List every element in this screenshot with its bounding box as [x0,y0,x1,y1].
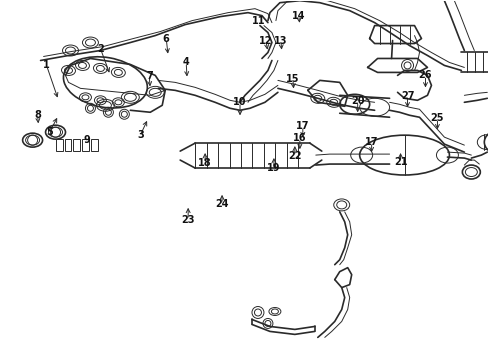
Text: 18: 18 [198,158,211,168]
Text: 17: 17 [295,121,309,131]
Text: 13: 13 [274,36,287,46]
Text: 21: 21 [393,157,407,167]
Text: 22: 22 [287,151,301,161]
Bar [73,139,81,151]
Text: 3: 3 [137,130,143,140]
Text: 5: 5 [46,127,53,137]
Text: 9: 9 [83,135,90,145]
Text: 1: 1 [43,60,50,71]
Bar [91,139,98,151]
Bar [56,139,62,151]
Bar [64,139,71,151]
Text: 19: 19 [266,163,280,173]
Text: 16: 16 [292,133,306,143]
Text: 24: 24 [215,199,228,209]
Text: 12: 12 [259,36,272,46]
Text: 11: 11 [252,15,265,26]
Text: 25: 25 [430,113,443,123]
Text: 20: 20 [350,96,364,106]
Text: 7: 7 [145,71,152,81]
Text: 10: 10 [233,97,246,107]
Text: 26: 26 [418,71,431,80]
Text: 14: 14 [291,11,305,21]
Text: 23: 23 [181,215,195,225]
Text: 15: 15 [285,75,299,84]
Text: 4: 4 [183,58,189,67]
Text: 27: 27 [400,91,413,101]
Text: 17: 17 [364,137,378,147]
Text: 8: 8 [34,110,41,120]
Text: 6: 6 [163,33,169,44]
Bar [82,139,89,151]
Text: 2: 2 [97,44,103,54]
